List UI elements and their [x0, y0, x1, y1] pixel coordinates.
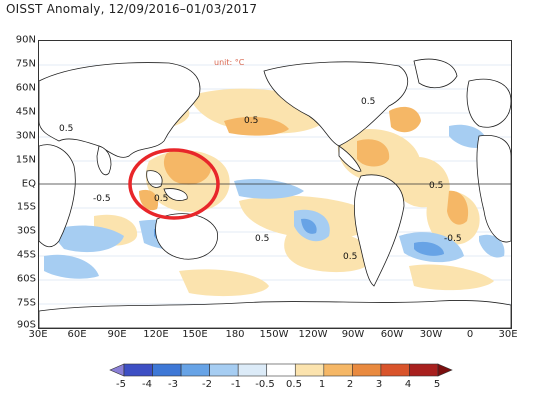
lat-label: 15S	[16, 201, 36, 213]
colorbar-label: -5	[116, 379, 126, 390]
lon-label: 60W	[380, 329, 404, 340]
lon-label: 150E	[182, 329, 208, 340]
sst-anomaly-map	[38, 40, 512, 329]
lon-label: 120E	[143, 329, 169, 340]
contour-label: -0.5	[444, 234, 462, 244]
lat-label: 60N	[15, 82, 36, 94]
colorbar-arrow-low	[109, 363, 125, 377]
lat-label: 90N	[15, 34, 36, 46]
lon-label: 120W	[298, 329, 328, 340]
contour-label: 0.5	[154, 194, 169, 204]
colorbar-swatch	[323, 363, 353, 377]
colorbar-swatch	[380, 363, 410, 377]
lon-label: 30W	[419, 329, 443, 340]
contour-label: 0.5	[59, 124, 74, 134]
lon-label: 60E	[67, 329, 87, 340]
lat-label: 90S	[16, 319, 36, 331]
contour-label: -0.5	[93, 194, 111, 204]
map-title: OISST Anomaly, 12/09/2016–01/03/2017	[6, 2, 258, 16]
colorbar-swatch	[409, 363, 439, 377]
colorbar-label: 0.5	[286, 379, 302, 390]
colorbar-swatch	[209, 363, 239, 377]
lat-label: 45N	[15, 106, 36, 118]
colorbar-swatch	[266, 363, 296, 377]
colorbar-label: 4	[404, 379, 412, 390]
lat-label: 75S	[16, 297, 36, 309]
lat-label: 30S	[16, 225, 36, 237]
colorbar-label: -3	[168, 379, 178, 390]
lat-label: 15N	[15, 154, 36, 166]
lon-label: 30E	[498, 329, 518, 340]
highlight-circle	[128, 148, 220, 220]
contour-label: 0.5	[244, 116, 259, 126]
colorbar-label: 1	[318, 379, 326, 390]
colorbar-label: 3	[375, 379, 383, 390]
colorbar-swatch	[180, 363, 210, 377]
colorbar-swatch	[294, 363, 325, 377]
contour-label: 0.5	[255, 234, 270, 244]
lat-label: EQ	[21, 178, 36, 190]
colorbar-label: -1	[231, 379, 241, 390]
lon-label: 180	[225, 329, 245, 340]
lat-label: 60S	[16, 273, 36, 285]
unit-label: unit: °C	[214, 58, 245, 67]
colorbar-label: -0.5	[255, 379, 275, 390]
colorbar-swatch	[237, 363, 268, 377]
colorbar-label: 2	[346, 379, 354, 390]
colorbar-arrow-high	[437, 363, 453, 377]
contour-label: 0.5	[361, 97, 376, 107]
lon-label: 90E	[107, 329, 127, 340]
contour-label: 0.5	[429, 181, 444, 191]
lat-label: 30N	[15, 130, 36, 142]
colorbar-label: -2	[202, 379, 212, 390]
colorbar-swatch	[123, 363, 153, 377]
colorbar-swatch	[152, 363, 182, 377]
lon-label: 0	[466, 329, 474, 340]
lon-label: 90W	[341, 329, 365, 340]
contour-label: 0.5	[343, 252, 358, 262]
lon-label: 150W	[259, 329, 289, 340]
colorbar-label: 5	[433, 379, 441, 390]
map-canvas	[39, 58, 511, 328]
lon-label: 30E	[28, 329, 48, 340]
colorbar-label: -4	[142, 379, 152, 390]
colorbar	[109, 363, 453, 377]
lat-label: 75N	[15, 58, 36, 70]
lat-label: 45S	[16, 249, 36, 261]
colorbar-swatch	[352, 363, 382, 377]
